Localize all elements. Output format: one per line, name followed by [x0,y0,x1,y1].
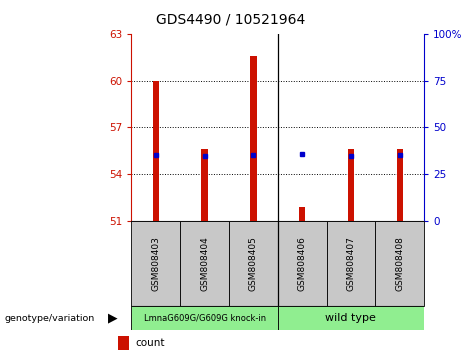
Bar [396,149,403,221]
Bar [180,221,229,306]
Text: GSM808405: GSM808405 [249,236,258,291]
Text: GSM808403: GSM808403 [151,236,160,291]
Text: GSM808406: GSM808406 [298,236,307,291]
Text: count: count [135,338,165,348]
Bar [153,80,159,221]
Bar [326,221,375,306]
Bar [278,306,424,330]
Bar [299,207,305,221]
Text: GSM808407: GSM808407 [346,236,355,291]
Bar [229,221,278,306]
Text: GSM808408: GSM808408 [395,236,404,291]
Bar [250,56,256,221]
Bar [131,306,278,330]
Bar [118,336,129,350]
Text: ▶: ▶ [108,312,118,325]
Bar [131,221,180,306]
Bar [278,221,326,306]
Bar [201,149,208,221]
Text: GDS4490 / 10521964: GDS4490 / 10521964 [156,12,305,27]
Text: wild type: wild type [325,313,376,323]
Text: genotype/variation: genotype/variation [5,314,95,323]
Bar [348,149,354,221]
Text: GSM808404: GSM808404 [200,236,209,291]
Bar [375,221,424,306]
Text: LmnaG609G/G609G knock-in: LmnaG609G/G609G knock-in [143,314,266,323]
